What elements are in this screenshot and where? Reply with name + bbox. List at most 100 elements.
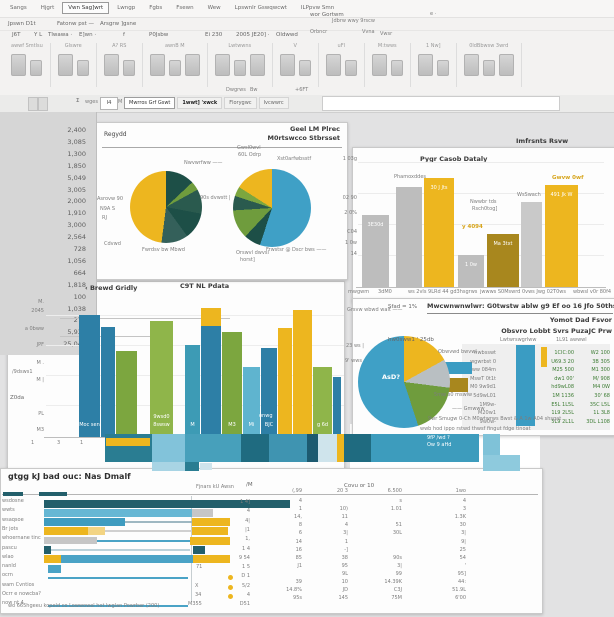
gantt-bar[interactable] — [61, 555, 193, 564]
column-bar[interactable] — [396, 187, 422, 287]
gantt-bar[interactable] — [44, 499, 290, 508]
gantt-bar[interactable] — [44, 508, 192, 517]
ribbon-tab[interactable]: Hjgrt — [40, 5, 55, 11]
gantt-bar[interactable] — [44, 555, 61, 564]
ribbon-tab[interactable]: Fgbs — [149, 5, 163, 11]
column-bar[interactable] — [458, 255, 484, 287]
ribbon-command-icon[interactable] — [390, 60, 403, 76]
column-bar[interactable] — [545, 185, 578, 287]
gantt-bar[interactable] — [44, 537, 97, 545]
ribbon-command-icon[interactable] — [76, 60, 89, 76]
ribbon-command-icon[interactable] — [298, 60, 311, 76]
column-bar[interactable] — [243, 367, 260, 437]
column-bar[interactable] — [261, 348, 277, 437]
strip-segment[interactable] — [106, 438, 150, 446]
ribbon-command-icon[interactable] — [498, 54, 514, 76]
ribbon-command-icon[interactable] — [57, 54, 73, 76]
ribbon-tab[interactable]: Lpswnlr Gswqwcwt — [234, 5, 287, 11]
ribbon-command-icon[interactable] — [149, 54, 165, 76]
pie-chart-2[interactable] — [233, 169, 311, 247]
name-box[interactable]: I4 — [100, 97, 118, 110]
gantt-bar[interactable] — [48, 576, 188, 579]
strip-segment[interactable] — [344, 434, 371, 462]
ribbon-tab[interactable]: Sangs — [10, 5, 27, 11]
gantt-bar[interactable] — [51, 549, 190, 551]
gantt-bar[interactable] — [88, 527, 105, 536]
column-bar[interactable] — [101, 327, 115, 437]
ribbon-command-icon[interactable] — [279, 54, 295, 76]
gantt-bar[interactable] — [190, 536, 230, 545]
column-bar[interactable] — [313, 367, 332, 437]
column-bar[interactable] — [150, 321, 173, 437]
ribbon-command-icon[interactable] — [482, 60, 495, 76]
gantt-bar[interactable] — [125, 521, 192, 524]
column-bar[interactable] — [362, 215, 389, 287]
strip-segment[interactable] — [200, 463, 212, 470]
column-bar[interactable] — [293, 310, 312, 437]
strip-segment[interactable] — [185, 462, 199, 471]
formula-input[interactable] — [322, 96, 560, 111]
gantt-bar[interactable] — [193, 546, 205, 554]
strip-segment[interactable] — [318, 434, 337, 462]
column-bar[interactable] — [201, 326, 221, 437]
ribbon-command-icon[interactable] — [122, 60, 135, 76]
sheet-tab[interactable]: 1wwt] 'xwck — [177, 97, 223, 109]
gantt-bar[interactable] — [192, 508, 213, 517]
gantt-bar[interactable] — [193, 555, 230, 564]
sheet-tab[interactable]: Mwrros Grf Gswt — [124, 97, 176, 109]
gantt-bar[interactable] — [48, 564, 61, 573]
strip-segment[interactable] — [483, 455, 520, 471]
column-bar[interactable] — [487, 234, 519, 287]
column-bar[interactable] — [79, 315, 100, 437]
gantt-bar[interactable] — [44, 546, 51, 554]
strip-segment[interactable] — [152, 434, 185, 462]
ribbon-command-icon[interactable] — [249, 54, 265, 76]
gantt-bar[interactable] — [105, 530, 192, 533]
spreadsheet-column[interactable] — [0, 112, 97, 355]
ribbon-command-icon[interactable] — [463, 54, 479, 76]
ribbon-tab[interactable]: Lwngp — [117, 5, 136, 11]
toolbar-box-icon[interactable] — [28, 97, 38, 111]
column-bar[interactable] — [116, 351, 137, 437]
ribbon-command-icon[interactable] — [344, 60, 357, 76]
ribbon-command-icon[interactable] — [168, 60, 181, 76]
column-bar[interactable] — [333, 377, 341, 437]
pie-chart-1[interactable] — [130, 171, 202, 243]
ribbon-tab[interactable]: ILPpvw Smn — [300, 5, 335, 11]
ribbon-command-icon[interactable] — [184, 54, 200, 76]
gantt-bar[interactable] — [44, 527, 88, 536]
ribbon-command-icon[interactable] — [11, 54, 27, 76]
sheet-tab[interactable]: Ivcwwrc — [258, 97, 289, 109]
strip-segment[interactable] — [371, 434, 479, 462]
summary-column-bar[interactable] — [516, 345, 535, 426]
ribbon-command-icon[interactable] — [436, 60, 449, 76]
ribbon-command-icon[interactable] — [371, 54, 387, 76]
sheet-tab[interactable]: Florygwc — [224, 97, 257, 109]
ribbon-command-icon[interactable] — [103, 54, 119, 76]
ribbon-command-icon[interactable] — [214, 54, 230, 76]
ribbon-command-icon[interactable] — [325, 54, 341, 76]
summary-column-bar[interactable] — [541, 347, 547, 367]
ribbon-command-icon[interactable] — [417, 54, 433, 76]
column-bar-segment[interactable] — [201, 308, 221, 326]
ribbon-tab[interactable]: Wew — [207, 5, 221, 11]
strip-segment[interactable] — [241, 434, 269, 462]
gantt-bar[interactable] — [48, 604, 188, 607]
column-bar[interactable] — [185, 345, 200, 437]
strip-segment[interactable] — [152, 462, 185, 471]
column-bar[interactable] — [278, 328, 292, 437]
column-bar[interactable] — [521, 202, 542, 287]
ribbon-command-icon[interactable] — [233, 60, 246, 76]
strip-segment[interactable] — [269, 434, 307, 462]
toolbar-box-icon[interactable] — [38, 97, 48, 111]
strip-segment[interactable] — [185, 434, 241, 462]
ribbon-tab[interactable]: Vwn Sag]wrt — [62, 2, 110, 14]
strip-segment[interactable] — [307, 434, 318, 462]
column-bar[interactable] — [222, 332, 242, 437]
summary-pie[interactable] — [358, 336, 450, 428]
gantt-bar[interactable] — [44, 518, 125, 527]
ribbon-tab[interactable]: Fsewn — [176, 5, 194, 11]
strip-segment[interactable] — [337, 434, 344, 462]
gantt-bar[interactable] — [192, 518, 230, 527]
gantt-bar[interactable] — [97, 539, 190, 542]
